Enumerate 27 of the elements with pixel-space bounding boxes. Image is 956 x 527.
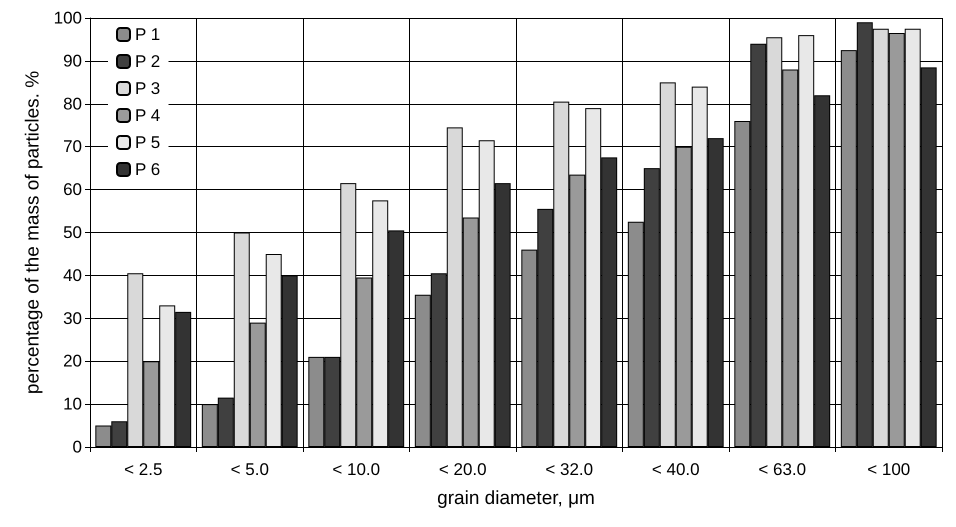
- y-tick-label: 100: [54, 8, 82, 28]
- y-tick-label: 50: [63, 223, 82, 242]
- x-tick-label: < 2.5: [124, 460, 162, 479]
- y-axis-title: percentage of the mass of particles. %: [22, 70, 44, 394]
- y-tick-label: 90: [63, 51, 82, 70]
- legend-label: P 4: [135, 106, 160, 125]
- y-tick-label: 0: [72, 438, 82, 456]
- x-tick-label: < 10.0: [332, 460, 380, 479]
- x-axis-title: grain diameter, μm: [437, 488, 595, 509]
- x-tick-label: < 32.0: [545, 460, 594, 479]
- x-tick-label: < 40.0: [652, 460, 700, 479]
- x-tick-label: < 100: [867, 460, 910, 479]
- y-tick-label: 10: [63, 394, 82, 414]
- y-tick-label: 40: [63, 266, 82, 285]
- legend-label: P 1: [135, 25, 160, 44]
- x-tick-label: < 20.0: [438, 460, 487, 479]
- legend-label: P 5: [135, 133, 160, 152]
- legend-label: P 2: [135, 52, 160, 71]
- legend-label: P 6: [135, 160, 160, 179]
- y-tick-label: 70: [63, 137, 82, 156]
- x-tick-label: < 63.0: [758, 460, 806, 479]
- y-tick-label: 30: [63, 308, 82, 328]
- legend-label: P 3: [135, 79, 160, 98]
- x-tick-label: < 5.0: [230, 460, 269, 479]
- y-tick-label: 20: [63, 352, 82, 371]
- y-tick-label: 80: [63, 94, 82, 114]
- y-tick-label: 60: [63, 180, 82, 200]
